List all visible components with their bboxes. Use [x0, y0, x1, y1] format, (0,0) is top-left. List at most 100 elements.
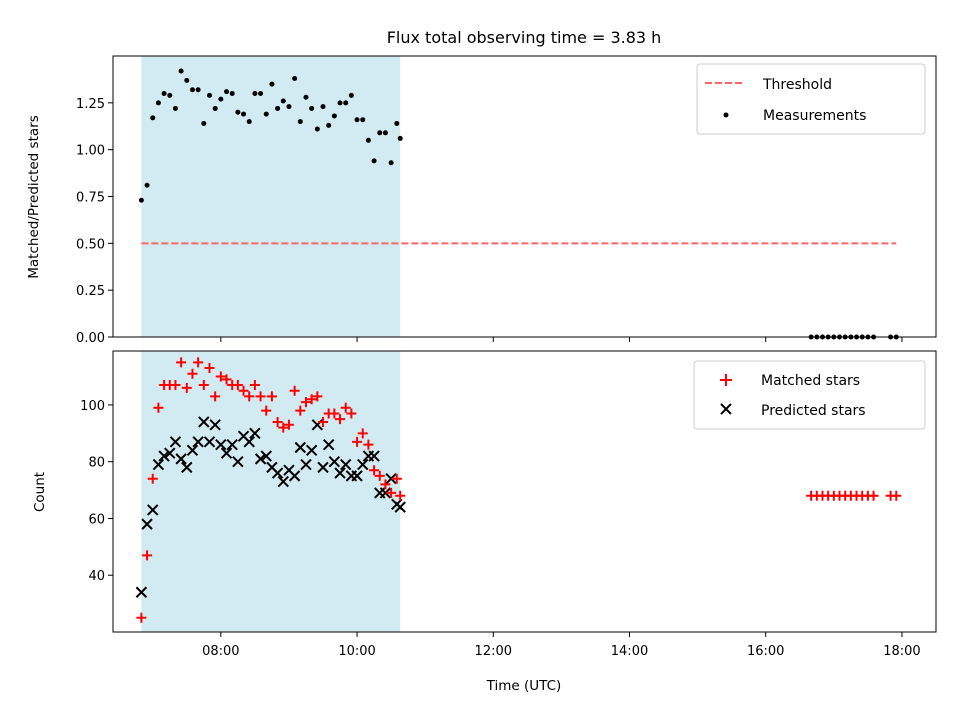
matched-star-point: [395, 490, 406, 501]
measurement-point: [394, 120, 400, 126]
predicted-star-point: [186, 444, 199, 457]
observing-window-shade: [141, 351, 401, 632]
matched-star-point: [238, 385, 249, 396]
predicted-star-point: [328, 455, 341, 468]
measurement-point: [150, 115, 156, 121]
predicted-star-point: [203, 436, 216, 448]
measurement-point: [303, 94, 309, 100]
predicted-star-point: [357, 458, 369, 471]
measurement-point: [297, 119, 303, 125]
measurement-point: [246, 119, 252, 125]
measurement-point: [138, 197, 144, 203]
measurement-point: [388, 160, 394, 166]
matched-legend-label: Matched stars: [761, 373, 860, 389]
predicted-star-point: [243, 436, 255, 448]
y-tick-label: 0.50: [76, 237, 105, 252]
matched-star-point: [346, 408, 357, 419]
x-tick-label: 18:00: [883, 644, 920, 659]
measurement-point: [206, 92, 212, 98]
measurement-point: [365, 137, 371, 143]
predicted-star-point: [260, 450, 272, 462]
matched-star-point: [369, 465, 380, 476]
measurement-point: [184, 77, 190, 83]
matched-star-point: [300, 397, 311, 408]
top-y-ticks: 0.00 0.25 0.50 0.75 1.00 1.25: [76, 97, 113, 346]
top-plot-area: 0.00 0.25 0.50 0.75 1.00 1.25 Flux total obse…: [26, 28, 937, 346]
predicted-star-point: [249, 427, 261, 440]
measurement-point: [397, 135, 403, 141]
predicted-star-point: [300, 458, 312, 471]
measurement-point: [292, 75, 298, 81]
matched-star-point: [215, 371, 226, 382]
measurement-point: [337, 100, 343, 106]
predicted-star-point: [169, 436, 182, 448]
matched-star-point: [380, 479, 391, 490]
predicted-star-point: [288, 470, 301, 482]
predicted-star-point: [141, 518, 153, 530]
predicted-star-point: [175, 453, 187, 465]
measurement-point: [229, 90, 235, 96]
measurement-point: [263, 111, 269, 117]
measurement-point: [309, 105, 315, 111]
measurement-point: [258, 90, 264, 96]
predicted-star-point: [271, 467, 284, 479]
measurement-point: [155, 100, 161, 106]
matched-star-point: [374, 470, 385, 481]
measurement-point: [224, 89, 230, 95]
matched-star-point: [318, 416, 329, 427]
top-x-ticks: [220, 337, 903, 342]
measurement-point: [178, 68, 184, 74]
y-tick-label: 100: [80, 399, 105, 414]
measurement-point: [201, 120, 207, 126]
matched-star-point: [329, 408, 340, 419]
predicted-star-point: [164, 447, 176, 459]
measurement-point: [354, 117, 360, 123]
matched-stars-layer: [136, 357, 902, 623]
measurements-legend-swatch: [723, 112, 729, 118]
matched-star-point: [221, 374, 232, 385]
measurement-point: [172, 105, 178, 111]
predicted-stars-layer: [135, 416, 406, 598]
matched-star-point: [210, 391, 221, 402]
matched-star-point: [340, 402, 351, 413]
predicted-star-point: [340, 458, 352, 471]
measurement-point: [280, 98, 286, 104]
matched-star-point: [295, 405, 306, 416]
matched-star-point: [249, 380, 260, 391]
measurement-point: [252, 90, 258, 96]
measurement-point: [382, 130, 388, 136]
observing-window-shade: [141, 56, 401, 337]
matched-star-point: [176, 357, 187, 368]
x-tick-label: 14:00: [611, 644, 648, 659]
predicted-star-point: [135, 586, 148, 598]
predicted-star-point: [209, 419, 221, 431]
measurement-point: [326, 122, 332, 128]
top-y-axis-label: Matched/Predicted stars: [26, 115, 42, 278]
bottom-x-ticks: 08:00 10:00 12:00 14:00 16:00 18:00: [202, 632, 921, 659]
measurement-point: [360, 117, 366, 123]
matched-star-point: [357, 428, 368, 439]
predicted-star-point: [152, 458, 165, 471]
matched-star-point: [261, 405, 272, 416]
predicted-star-point: [305, 444, 318, 457]
matched-star-point: [170, 380, 181, 391]
predicted-star-point: [334, 467, 346, 479]
x-tick-label: 12:00: [475, 644, 512, 659]
matched-star-point: [193, 357, 204, 368]
matched-star-point: [289, 385, 300, 396]
matched-star-point: [352, 436, 363, 447]
y-tick-label: 1.00: [76, 144, 105, 159]
predicted-star-point: [277, 475, 289, 488]
matched-star-point: [266, 391, 277, 402]
matched-star-point: [198, 380, 209, 391]
measurement-point: [343, 100, 349, 106]
measurement-point: [314, 126, 320, 132]
x-tick-label: 10:00: [338, 644, 375, 659]
matched-star-point: [891, 490, 902, 501]
bottom-plot-frame: [112, 350, 937, 633]
matched-star-point: [244, 391, 255, 402]
chart-title: Flux total observing time = 3.83 h: [387, 28, 662, 47]
measurement-point: [377, 130, 383, 136]
predicted-legend-label: Predicted stars: [761, 403, 866, 419]
matched-star-point: [232, 380, 243, 391]
